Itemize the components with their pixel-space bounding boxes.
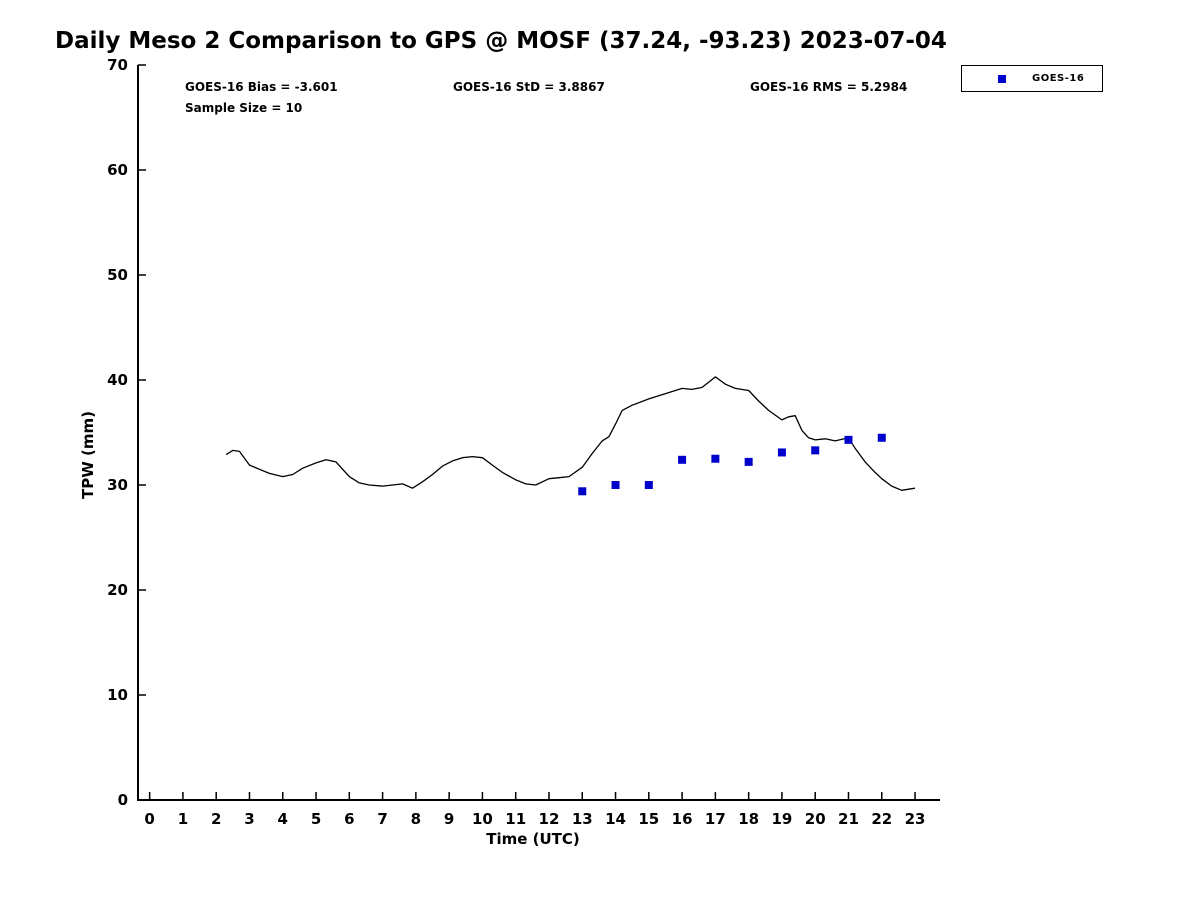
x-tick-label: 20: [805, 810, 826, 828]
legend-box: GOES-16: [961, 65, 1103, 92]
x-tick-label: 17: [705, 810, 726, 828]
x-tick-label: 1: [178, 810, 188, 828]
scatter-point-goes-16: [578, 487, 587, 496]
x-tick-label: 7: [377, 810, 387, 828]
x-tick-label: 5: [311, 810, 321, 828]
stat-bias: GOES-16 Bias = -3.601: [185, 80, 338, 94]
x-tick-label: 6: [344, 810, 354, 828]
y-axis-label: TPW (mm): [79, 411, 97, 499]
scatter-point-goes-16: [777, 448, 786, 457]
legend-marker-square-icon: [998, 74, 1006, 83]
y-tick-label: 50: [107, 266, 128, 284]
x-tick-label: 15: [638, 810, 659, 828]
x-axis-label: Time (UTC): [486, 830, 580, 848]
y-tick-label: 60: [107, 161, 128, 179]
x-tick-label: 3: [244, 810, 254, 828]
x-tick-label: 2: [211, 810, 221, 828]
x-tick-label: 12: [539, 810, 560, 828]
line-series-gps: [225, 376, 916, 491]
x-tick-label: 9: [444, 810, 454, 828]
axes-lines: [137, 65, 940, 801]
scatter-point-goes-16: [844, 435, 853, 444]
y-tick-label: 70: [107, 56, 128, 74]
y-tick-label: 30: [107, 476, 128, 494]
y-tick-label: 10: [107, 686, 128, 704]
scatter-point-goes-16: [611, 481, 620, 489]
y-tick-label: 20: [107, 581, 128, 599]
x-tick-label: 8: [411, 810, 421, 828]
scatter-point-goes-16: [811, 446, 820, 455]
scatter-point-goes-16: [644, 481, 653, 489]
x-tick-label: 11: [505, 810, 526, 828]
scatter-point-goes-16: [711, 454, 720, 463]
scatter-point-goes-16: [877, 433, 886, 442]
y-tick-label: 40: [107, 371, 128, 389]
y-tick-label: 0: [118, 791, 128, 809]
x-tick-label: 21: [838, 810, 859, 828]
x-tick-label: 23: [905, 810, 926, 828]
stat-sample-size: Sample Size = 10: [185, 101, 303, 115]
scatter-point-goes-16: [678, 455, 687, 464]
x-tick-label: 18: [738, 810, 759, 828]
legend-label: GOES-16: [1032, 73, 1085, 84]
chart-title: Daily Meso 2 Comparison to GPS @ MOSF (3…: [55, 28, 947, 54]
x-tick-label: 16: [672, 810, 693, 828]
x-tick-label: 10: [472, 810, 493, 828]
x-tick-label: 22: [871, 810, 892, 828]
x-tick-label: 19: [771, 810, 792, 828]
x-tick-label: 13: [572, 810, 593, 828]
scatter-point-goes-16: [744, 457, 753, 466]
stat-rms: GOES-16 RMS = 5.2984: [750, 80, 908, 94]
x-tick-label: 14: [605, 810, 626, 828]
x-tick-label: 4: [278, 810, 288, 828]
stat-std: GOES-16 StD = 3.8867: [453, 80, 605, 94]
x-tick-label: 0: [144, 810, 154, 828]
